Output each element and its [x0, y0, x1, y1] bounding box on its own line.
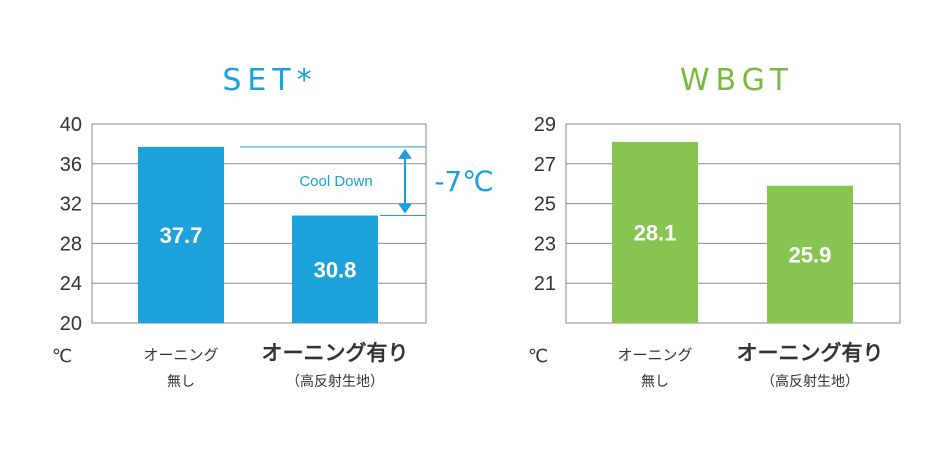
bar — [612, 141, 698, 323]
plot-frame — [91, 123, 427, 324]
bar-value-label: 37.7 — [160, 223, 203, 248]
arrow-head-up-icon — [398, 148, 412, 159]
bar-value-label: 25.9 — [789, 242, 832, 267]
category-label-line1: オーニング有り — [737, 341, 884, 365]
y-tick-label: 29 — [534, 114, 556, 136]
bar — [138, 146, 224, 323]
category-label-line2: 無し — [641, 374, 669, 390]
bar-value-label: 28.1 — [634, 220, 677, 245]
category-label-line1: オーニング — [617, 346, 692, 364]
arrow-head-down-icon — [398, 203, 412, 214]
y-tick-label: 21 — [534, 273, 556, 295]
y-tick-label: 40 — [60, 114, 82, 136]
y-tick-label: 23 — [534, 233, 556, 255]
category-label-line2: 無し — [167, 374, 195, 390]
plot-frame — [565, 123, 901, 324]
category-label-line2: （高反射生地） — [286, 373, 384, 390]
y-tick-label: 24 — [60, 273, 82, 295]
category-label-line2: （高反射生地） — [761, 373, 859, 390]
chart-title: SET* — [222, 63, 317, 98]
y-tick-label: 36 — [60, 154, 82, 176]
y-tick-label: 28 — [60, 233, 82, 255]
chart-title: WBGT — [680, 63, 794, 98]
category-label-line1: オーニング — [143, 346, 218, 364]
cool-down-label: Cool Down — [299, 173, 372, 190]
y-tick-label: 20 — [60, 313, 82, 335]
bar — [292, 215, 378, 323]
y-unit-label: ℃ — [528, 346, 548, 367]
bar — [767, 185, 853, 323]
y-tick-label: 32 — [60, 194, 82, 216]
y-tick-label: 27 — [534, 154, 556, 176]
y-tick-label: 25 — [534, 194, 556, 216]
category-label-line1: オーニング有り — [262, 341, 409, 365]
bar-value-label: 30.8 — [314, 257, 357, 282]
y-unit-label: ℃ — [52, 346, 72, 367]
temperature-delta-label: -7℃ — [434, 165, 493, 198]
